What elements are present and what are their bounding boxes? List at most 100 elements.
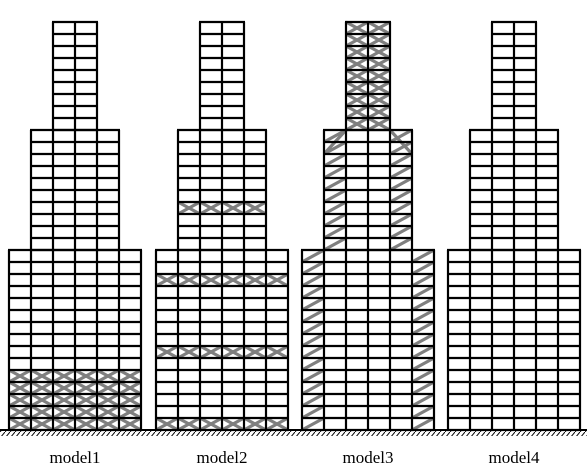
diagonal-brace bbox=[367, 32, 391, 48]
diagonal-brace bbox=[389, 152, 413, 168]
x-brace bbox=[118, 416, 142, 432]
diagonal-brace bbox=[389, 188, 413, 204]
x-brace bbox=[177, 272, 201, 288]
diagonal-brace bbox=[411, 272, 435, 288]
x-brace bbox=[96, 368, 120, 384]
x-brace bbox=[155, 416, 179, 432]
model3-label: model3 bbox=[343, 448, 394, 467]
x-brace bbox=[8, 404, 32, 420]
diagonal-brace bbox=[345, 44, 369, 60]
x-brace bbox=[177, 416, 201, 432]
diagonal-brace bbox=[323, 188, 347, 204]
diagonal-brace bbox=[323, 152, 347, 168]
diagonal-brace bbox=[411, 344, 435, 360]
diagonal-brace bbox=[367, 44, 391, 60]
model1-label: model1 bbox=[50, 448, 101, 467]
x-brace bbox=[8, 392, 32, 408]
x-brace bbox=[265, 344, 289, 360]
x-brace bbox=[177, 200, 201, 216]
x-brace bbox=[243, 344, 267, 360]
model4-label: model4 bbox=[489, 448, 540, 467]
diagonal-brace bbox=[301, 260, 325, 276]
diagonal-brace bbox=[345, 116, 369, 132]
x-brace bbox=[221, 200, 245, 216]
x-brace bbox=[199, 344, 223, 360]
frame-members bbox=[7, 20, 143, 432]
diagonal-brace bbox=[411, 248, 435, 264]
frame-members bbox=[446, 20, 582, 432]
diagonal-brace bbox=[389, 140, 413, 156]
x-brace bbox=[74, 416, 98, 432]
diagonal-brace bbox=[367, 56, 391, 72]
bracing bbox=[155, 200, 289, 432]
diagonal-brace bbox=[389, 176, 413, 192]
diagonal-brace bbox=[301, 296, 325, 312]
diagonal-brace bbox=[367, 104, 391, 120]
x-brace bbox=[8, 416, 32, 432]
diagonal-brace bbox=[345, 104, 369, 120]
diagonal-brace bbox=[323, 200, 347, 216]
diagonal-brace bbox=[367, 20, 391, 36]
diagonal-brace bbox=[411, 308, 435, 324]
diagonal-brace bbox=[345, 56, 369, 72]
x-brace bbox=[265, 272, 289, 288]
diagonal-brace bbox=[323, 212, 347, 228]
x-brace bbox=[52, 416, 76, 432]
x-brace bbox=[30, 392, 54, 408]
diagonal-brace bbox=[301, 272, 325, 288]
diagonal-brace bbox=[411, 296, 435, 312]
x-brace bbox=[96, 404, 120, 420]
x-brace bbox=[30, 416, 54, 432]
diagonal-brace bbox=[389, 212, 413, 228]
diagonal-brace bbox=[301, 248, 325, 264]
diagonal-brace bbox=[301, 284, 325, 300]
diagonal-brace bbox=[367, 68, 391, 84]
diagonal-brace bbox=[301, 332, 325, 348]
model3-frame bbox=[300, 20, 436, 432]
x-brace bbox=[96, 380, 120, 396]
x-brace bbox=[221, 272, 245, 288]
diagonal-brace bbox=[345, 20, 369, 36]
model1-frame bbox=[7, 20, 143, 432]
x-brace bbox=[199, 416, 223, 432]
x-brace bbox=[199, 200, 223, 216]
x-brace bbox=[52, 404, 76, 420]
diagonal-brace bbox=[411, 416, 435, 432]
frame-members bbox=[154, 20, 290, 432]
diagonal-brace bbox=[323, 224, 347, 240]
ground-hatch bbox=[0, 430, 587, 436]
x-brace bbox=[8, 380, 32, 396]
x-brace bbox=[30, 368, 54, 384]
diagonal-brace bbox=[323, 236, 347, 252]
x-brace bbox=[74, 392, 98, 408]
diagonal-brace bbox=[345, 80, 369, 96]
x-brace bbox=[243, 200, 267, 216]
diagonal-brace bbox=[367, 116, 391, 132]
x-brace bbox=[8, 368, 32, 384]
x-brace bbox=[74, 404, 98, 420]
x-brace bbox=[118, 380, 142, 396]
x-brace bbox=[243, 272, 267, 288]
diagonal-brace bbox=[411, 392, 435, 408]
diagonal-brace bbox=[389, 236, 413, 252]
diagonal-brace bbox=[345, 68, 369, 84]
frame-members bbox=[300, 20, 436, 432]
x-brace bbox=[30, 404, 54, 420]
x-brace bbox=[118, 392, 142, 408]
diagonal-brace bbox=[411, 284, 435, 300]
x-brace bbox=[52, 380, 76, 396]
diagonal-brace bbox=[301, 416, 325, 432]
diagonal-brace bbox=[345, 32, 369, 48]
diagonal-brace bbox=[411, 380, 435, 396]
x-brace bbox=[177, 344, 201, 360]
diagonal-brace bbox=[301, 380, 325, 396]
diagonal-brace bbox=[301, 308, 325, 324]
bracing bbox=[301, 20, 435, 432]
diagonal-brace bbox=[323, 176, 347, 192]
diagonal-brace bbox=[301, 392, 325, 408]
bracing bbox=[8, 368, 142, 432]
diagonal-brace bbox=[301, 320, 325, 336]
x-brace bbox=[52, 392, 76, 408]
x-brace bbox=[155, 344, 179, 360]
